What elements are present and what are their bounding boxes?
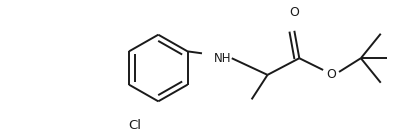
Text: O: O [289, 6, 299, 19]
Text: NH: NH [214, 52, 231, 65]
Text: Cl: Cl [128, 119, 142, 132]
Text: O: O [326, 68, 336, 81]
